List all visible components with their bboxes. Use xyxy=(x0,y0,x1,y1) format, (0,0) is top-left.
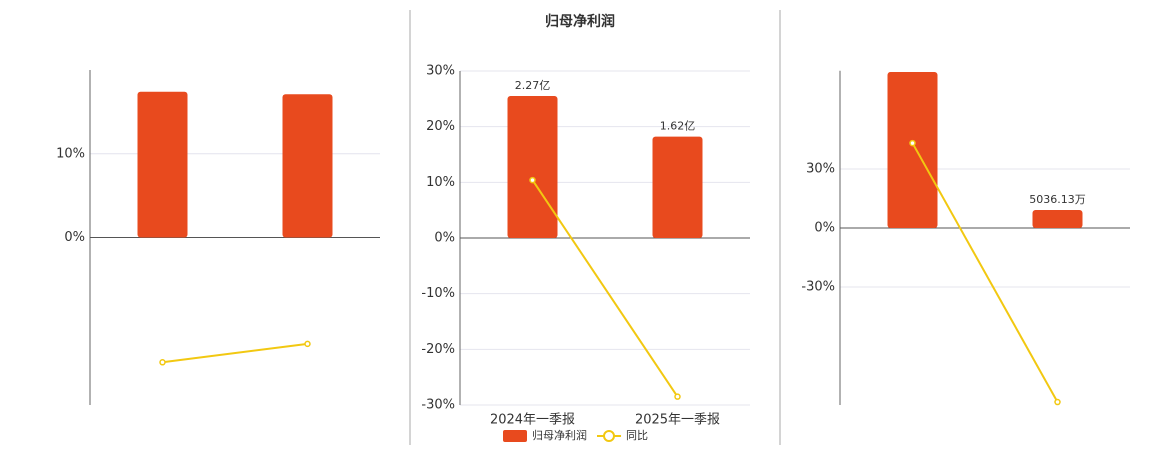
point xyxy=(674,393,681,400)
y-tick-label: 0% xyxy=(64,230,85,245)
y-tick-label: 20% xyxy=(426,119,455,134)
y-tick-label: -20% xyxy=(421,342,455,357)
legend-swatch xyxy=(603,430,615,442)
value-label: 1.62亿 xyxy=(660,120,696,133)
y-tick-label: -30% xyxy=(421,398,455,413)
chart-title: 归母净利润 xyxy=(545,13,615,30)
bar xyxy=(507,96,558,238)
legend-label: 归母净利润 xyxy=(532,428,587,442)
bar xyxy=(282,94,333,238)
value-label: 5036.13万 xyxy=(1029,193,1086,206)
point xyxy=(909,139,916,147)
bar xyxy=(887,72,938,229)
y-tick-label: -10% xyxy=(421,286,455,301)
legend-swatch xyxy=(503,430,527,442)
bar xyxy=(1032,210,1083,229)
line xyxy=(162,342,308,364)
y-tick-label: -30% xyxy=(801,280,835,295)
point xyxy=(529,176,536,184)
bar xyxy=(137,91,188,238)
x-tick-label: 2024年一季报 xyxy=(490,413,575,428)
line xyxy=(911,142,1059,403)
value-label: 2.27亿 xyxy=(515,79,551,92)
point xyxy=(159,359,166,366)
x-tick-label: 2025年一季报 xyxy=(635,413,720,428)
y-tick-label: 0% xyxy=(434,231,455,246)
legend-label: 同比 xyxy=(626,429,648,442)
y-tick-label: 30% xyxy=(426,64,455,79)
y-tick-label: 10% xyxy=(56,146,85,161)
y-tick-label: 0% xyxy=(814,221,835,236)
y-tick-label: 30% xyxy=(806,162,835,177)
point xyxy=(1054,398,1061,406)
line xyxy=(531,179,679,398)
y-tick-label: 10% xyxy=(426,175,455,190)
bar xyxy=(652,136,703,238)
point xyxy=(304,340,311,348)
